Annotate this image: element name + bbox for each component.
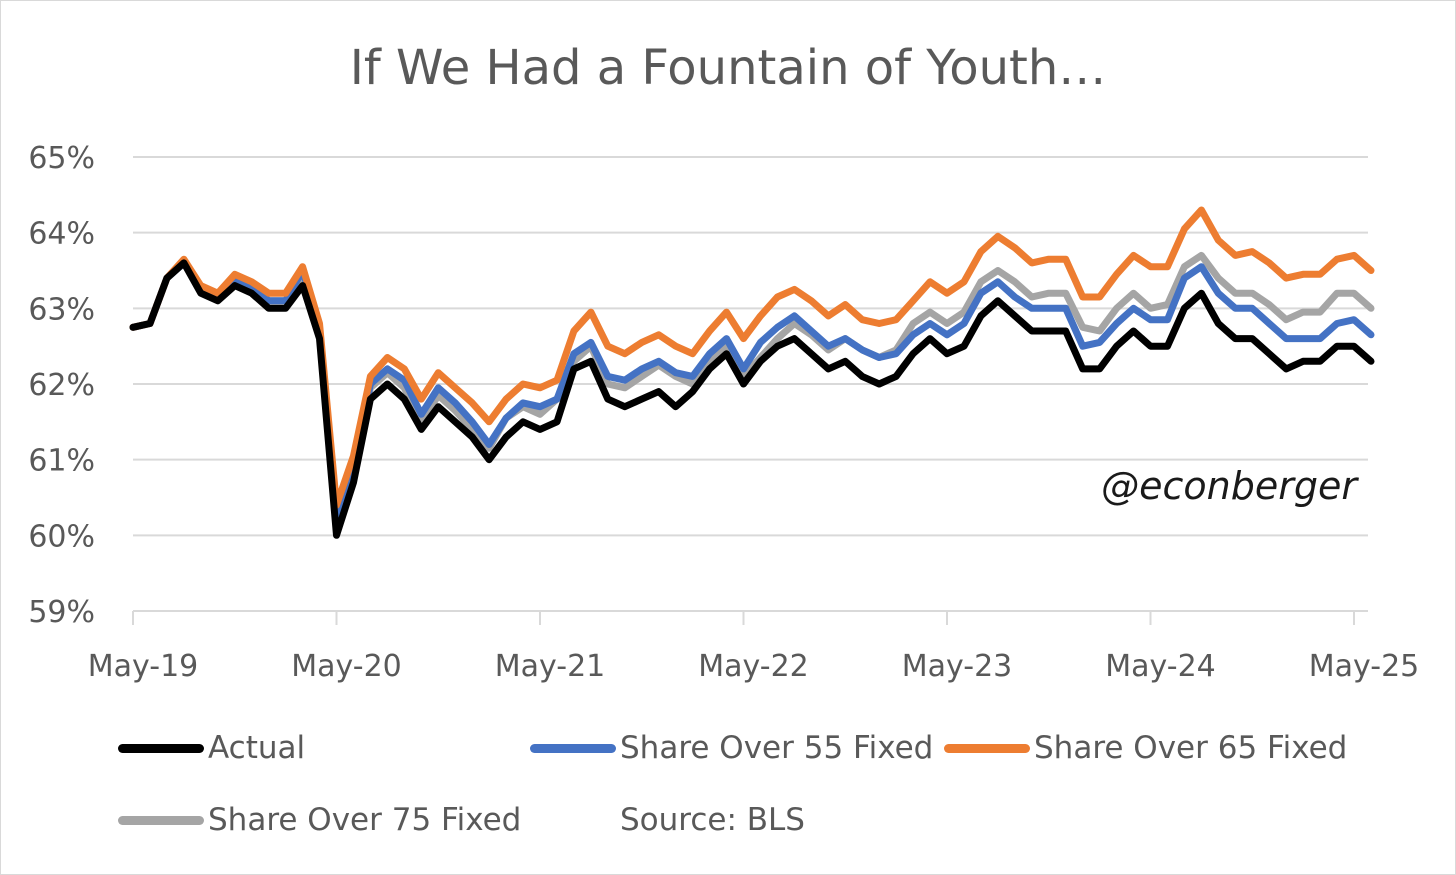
x-tick-label: May-23 bbox=[902, 649, 1013, 684]
y-tick-label: 63% bbox=[28, 292, 95, 327]
y-tick-label: 64% bbox=[28, 217, 95, 252]
legend-item-over-75: Share Over 75 Fixed bbox=[118, 800, 521, 840]
series-line-share-over-65-fixed bbox=[129, 206, 1375, 509]
x-tick-label: May-25 bbox=[1309, 649, 1420, 684]
x-tick-label: May-20 bbox=[291, 649, 402, 684]
source-note: Source: BLS bbox=[620, 802, 805, 838]
watermark-annotation: @econberger bbox=[1101, 464, 1359, 508]
legend-item-actual: Actual bbox=[118, 728, 305, 768]
series-line-actual bbox=[129, 259, 1375, 539]
y-tick-label: 65% bbox=[28, 141, 95, 176]
legend-label-over-75: Share Over 75 Fixed bbox=[208, 802, 522, 838]
legend-swatch-over-65 bbox=[944, 743, 1030, 753]
legend-item-over-65: Share Over 65 Fixed bbox=[944, 728, 1347, 768]
series-lines bbox=[129, 206, 1375, 539]
legend-swatch-over-75 bbox=[118, 815, 204, 825]
x-tick-label: May-22 bbox=[698, 649, 809, 684]
plot-area: 59% 60% 61% 62% 63% 64% 65% May-19 May-20 May-21… bbox=[28, 141, 1420, 684]
y-tick-label: 62% bbox=[28, 368, 95, 403]
x-tick-label: May-21 bbox=[495, 649, 606, 684]
x-tick-label: May-24 bbox=[1105, 649, 1216, 684]
x-tick-label: May-19 bbox=[88, 649, 199, 684]
series-line-share-over-55-fixed bbox=[129, 259, 1375, 524]
x-axis bbox=[132, 610, 1368, 625]
y-axis-ticks: 59% 60% 61% 62% 63% 64% 65% bbox=[28, 141, 95, 630]
legend-swatch-over-55 bbox=[530, 743, 616, 753]
chart-title: If We Had a Fountain of Youth… bbox=[349, 40, 1107, 96]
legend-item-over-55: Share Over 55 Fixed bbox=[530, 728, 933, 768]
legend-label-over-65: Share Over 65 Fixed bbox=[1034, 730, 1348, 766]
legend-swatch-actual bbox=[118, 743, 204, 753]
y-tick-label: 59% bbox=[28, 595, 95, 630]
x-axis-ticks: May-19 May-20 May-21 May-22 May-23 May-24 May-… bbox=[88, 649, 1420, 684]
y-tick-label: 60% bbox=[28, 519, 95, 554]
y-tick-label: 61% bbox=[28, 444, 95, 479]
legend-label-over-55: Share Over 55 Fixed bbox=[620, 730, 934, 766]
legend-label-actual: Actual bbox=[208, 730, 306, 766]
